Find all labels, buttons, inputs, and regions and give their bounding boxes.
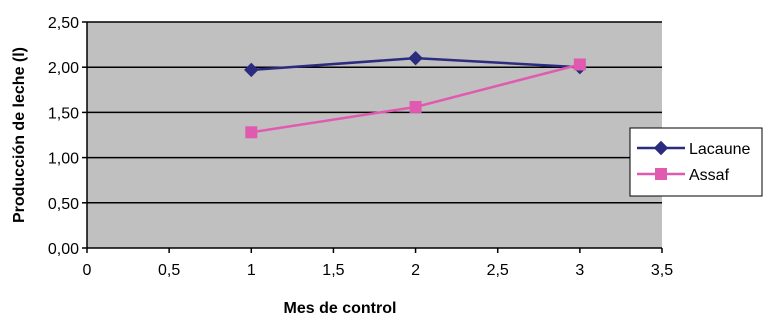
- x-tick-label: 3: [575, 262, 584, 279]
- x-tick-label: 1,5: [322, 262, 344, 279]
- y-tick-label: 2,50: [48, 15, 79, 32]
- x-tick-label: 3,5: [651, 262, 673, 279]
- series-lacaune: [244, 50, 588, 78]
- data-point-assaf: [245, 126, 258, 139]
- x-tick-label: 0: [83, 262, 92, 279]
- y-axis-ticks: 0,00 0,50 1,00 1,50 2,00 2,50: [48, 15, 87, 258]
- y-tick-label: 1,00: [48, 151, 79, 168]
- legend-box: [629, 127, 763, 197]
- y-axis-title: Producción de leche (l): [11, 47, 28, 223]
- plot-area: [87, 22, 662, 248]
- legend-label-assaf: Assaf: [689, 167, 730, 184]
- x-tick-label: 2: [411, 262, 420, 279]
- data-point-lacaune: [408, 50, 423, 66]
- x-axis-title: Mes de control: [284, 300, 397, 317]
- y-tick-label: 1,50: [48, 105, 79, 122]
- data-point-assaf: [409, 100, 422, 113]
- legend: Lacaune Assaf: [629, 127, 763, 197]
- x-tick-label: 2,5: [487, 262, 509, 279]
- legend-entry-assaf: Assaf: [637, 167, 730, 184]
- legend-marker-assaf: [655, 168, 667, 180]
- y-tick-label: 0,50: [48, 196, 79, 213]
- legend-label-lacaune: Lacaune: [689, 141, 750, 158]
- series-assaf: [245, 58, 586, 139]
- y-tick-label: 0,00: [48, 241, 79, 258]
- x-axis-ticks: 0 0,5 1 1,5 2 2,5 3 3,5: [83, 248, 673, 279]
- legend-marker-lacaune: [653, 140, 669, 156]
- data-point-lacaune: [244, 62, 259, 78]
- legend-entry-lacaune: Lacaune: [637, 140, 750, 158]
- x-tick-label: 1: [247, 262, 256, 279]
- data-point-assaf: [573, 58, 586, 71]
- y-tick-label: 2,00: [48, 60, 79, 77]
- x-tick-label: 0,5: [158, 262, 180, 279]
- series-layer: [244, 50, 588, 139]
